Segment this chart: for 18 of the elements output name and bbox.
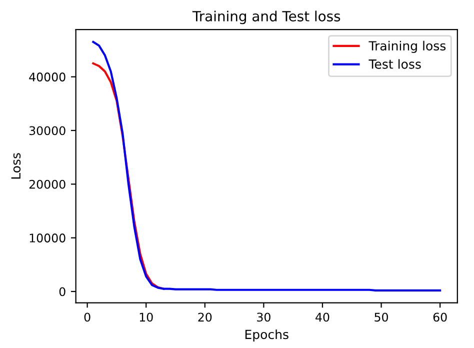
x-axis-title: Epochs <box>245 329 288 342</box>
x-tick-label: 0 <box>84 312 90 322</box>
y-tick-label: 40000 <box>29 72 66 82</box>
y-axis-title: Loss <box>11 153 21 179</box>
y-tick-label: 30000 <box>29 126 66 136</box>
legend-label: Training loss <box>368 40 446 53</box>
chart-title: Training and Test loss <box>192 10 340 24</box>
x-tick-label: 10 <box>140 312 153 322</box>
x-tick-label: 40 <box>316 312 330 322</box>
x-tick-label: 20 <box>198 312 212 322</box>
x-tick-label: 30 <box>257 312 270 322</box>
legend-label: Test loss <box>368 59 421 69</box>
y-tick-label: 20000 <box>29 180 66 189</box>
x-tick-label: 60 <box>433 312 447 322</box>
y-tick-label: 0 <box>59 287 66 296</box>
x-tick-label: 50 <box>374 312 388 322</box>
y-tick-label: 10000 <box>30 234 66 242</box>
line-series <box>92 62 165 290</box>
